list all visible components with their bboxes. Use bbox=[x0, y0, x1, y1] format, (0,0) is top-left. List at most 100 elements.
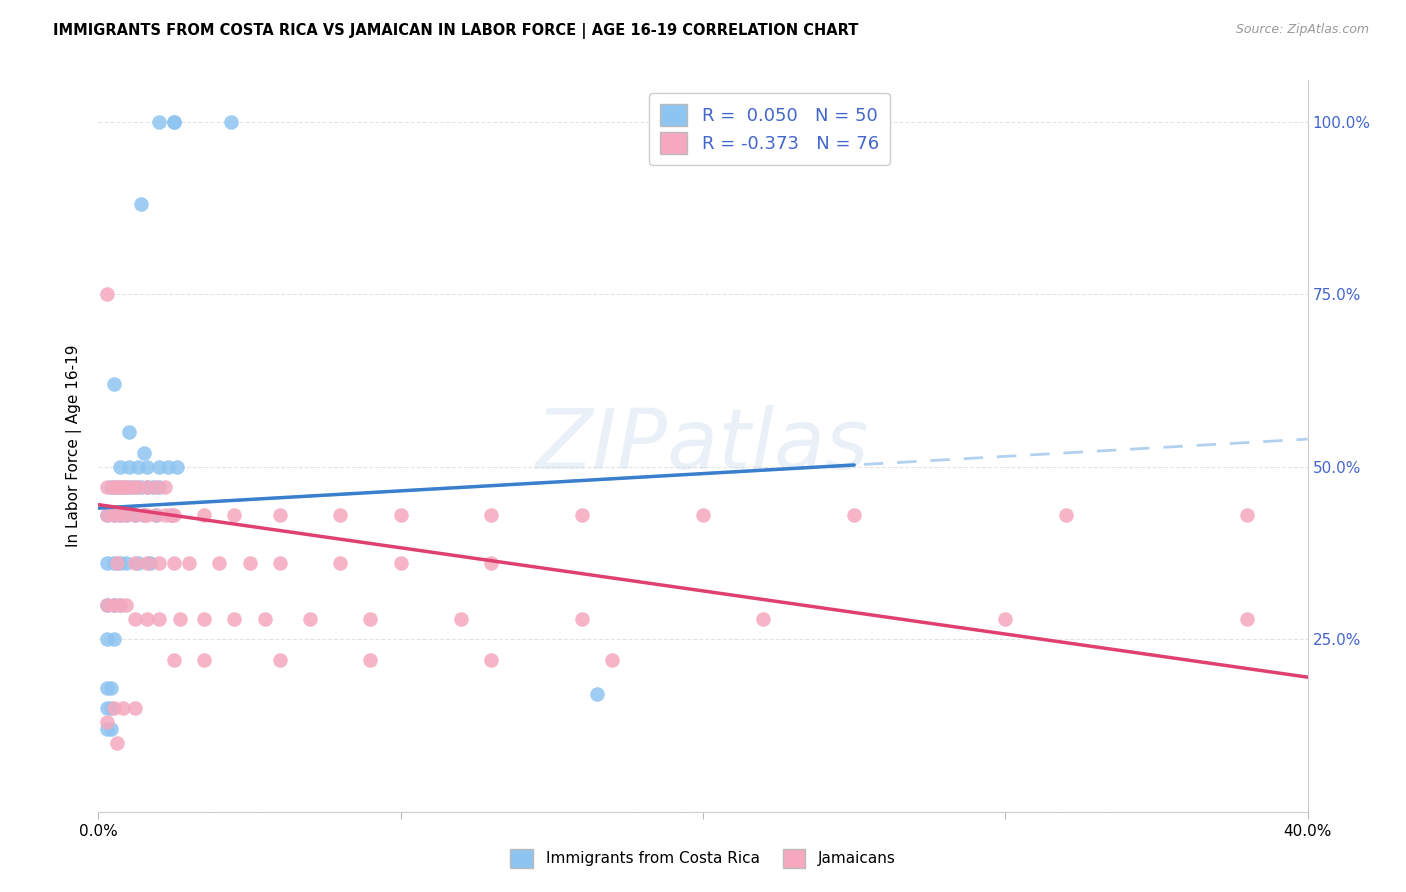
Point bbox=[118, 480, 141, 494]
Point bbox=[1236, 611, 1258, 625]
Point bbox=[360, 653, 382, 667]
Point bbox=[450, 611, 472, 625]
Point bbox=[108, 557, 131, 571]
Point bbox=[114, 598, 136, 612]
Point bbox=[571, 508, 593, 522]
Text: ZIPatlas: ZIPatlas bbox=[536, 406, 870, 486]
Point bbox=[103, 376, 125, 391]
Point bbox=[166, 459, 188, 474]
Point bbox=[135, 508, 157, 522]
Point bbox=[132, 508, 155, 522]
Point bbox=[108, 459, 131, 474]
Point bbox=[239, 557, 262, 571]
Point bbox=[135, 459, 157, 474]
Point bbox=[179, 557, 201, 571]
Point bbox=[360, 611, 382, 625]
Point bbox=[139, 557, 162, 571]
Point bbox=[1236, 508, 1258, 522]
Point bbox=[96, 598, 118, 612]
Point bbox=[148, 611, 170, 625]
Point bbox=[96, 722, 118, 736]
Legend: Immigrants from Costa Rica, Jamaicans: Immigrants from Costa Rica, Jamaicans bbox=[505, 843, 901, 873]
Point bbox=[118, 459, 141, 474]
Point bbox=[135, 557, 157, 571]
Point bbox=[193, 653, 215, 667]
Point bbox=[132, 508, 155, 522]
Point bbox=[481, 508, 503, 522]
Point bbox=[111, 701, 134, 715]
Point bbox=[752, 611, 775, 625]
Point bbox=[193, 611, 215, 625]
Point bbox=[103, 508, 125, 522]
Point bbox=[103, 632, 125, 647]
Point bbox=[269, 653, 291, 667]
Text: IMMIGRANTS FROM COSTA RICA VS JAMAICAN IN LABOR FORCE | AGE 16-19 CORRELATION CH: IMMIGRANTS FROM COSTA RICA VS JAMAICAN I… bbox=[53, 23, 859, 39]
Point bbox=[481, 557, 503, 571]
Legend: R =  0.050   N = 50, R = -0.373   N = 76: R = 0.050 N = 50, R = -0.373 N = 76 bbox=[650, 93, 890, 165]
Point bbox=[127, 459, 149, 474]
Point bbox=[269, 508, 291, 522]
Point bbox=[156, 459, 179, 474]
Point bbox=[96, 557, 118, 571]
Point bbox=[103, 480, 125, 494]
Point bbox=[105, 736, 128, 750]
Point bbox=[103, 701, 125, 715]
Point bbox=[389, 508, 412, 522]
Point bbox=[108, 598, 131, 612]
Point bbox=[127, 480, 149, 494]
Point bbox=[96, 598, 118, 612]
Point bbox=[145, 508, 167, 522]
Point bbox=[135, 480, 157, 494]
Point bbox=[96, 701, 118, 715]
Point bbox=[163, 508, 186, 522]
Point bbox=[160, 508, 183, 522]
Point bbox=[96, 287, 118, 301]
Point bbox=[108, 508, 131, 522]
Point bbox=[481, 653, 503, 667]
Point bbox=[145, 480, 167, 494]
Point bbox=[105, 480, 128, 494]
Point bbox=[108, 508, 131, 522]
Point bbox=[103, 557, 125, 571]
Point bbox=[224, 508, 246, 522]
Point bbox=[103, 598, 125, 612]
Point bbox=[160, 508, 183, 522]
Point bbox=[1054, 508, 1077, 522]
Point bbox=[108, 480, 131, 494]
Point bbox=[208, 557, 231, 571]
Point bbox=[96, 508, 118, 522]
Point bbox=[163, 557, 186, 571]
Point bbox=[103, 508, 125, 522]
Point bbox=[114, 508, 136, 522]
Point bbox=[299, 611, 322, 625]
Point bbox=[103, 480, 125, 494]
Point bbox=[132, 446, 155, 460]
Point bbox=[329, 508, 352, 522]
Point bbox=[602, 653, 624, 667]
Point bbox=[96, 480, 118, 494]
Point bbox=[96, 681, 118, 695]
Point bbox=[129, 197, 152, 211]
Point bbox=[108, 598, 131, 612]
Y-axis label: In Labor Force | Age 16-19: In Labor Force | Age 16-19 bbox=[66, 344, 83, 548]
Point bbox=[163, 653, 186, 667]
Point bbox=[114, 557, 136, 571]
Point bbox=[389, 557, 412, 571]
Point bbox=[114, 480, 136, 494]
Point bbox=[224, 611, 246, 625]
Point bbox=[111, 480, 134, 494]
Point bbox=[148, 459, 170, 474]
Point bbox=[329, 557, 352, 571]
Point bbox=[124, 508, 146, 522]
Point bbox=[124, 701, 146, 715]
Point bbox=[163, 114, 186, 128]
Point bbox=[124, 508, 146, 522]
Point bbox=[103, 598, 125, 612]
Point bbox=[153, 508, 176, 522]
Point bbox=[105, 557, 128, 571]
Point bbox=[269, 557, 291, 571]
Point bbox=[114, 508, 136, 522]
Point bbox=[100, 681, 122, 695]
Point bbox=[571, 611, 593, 625]
Point bbox=[193, 508, 215, 522]
